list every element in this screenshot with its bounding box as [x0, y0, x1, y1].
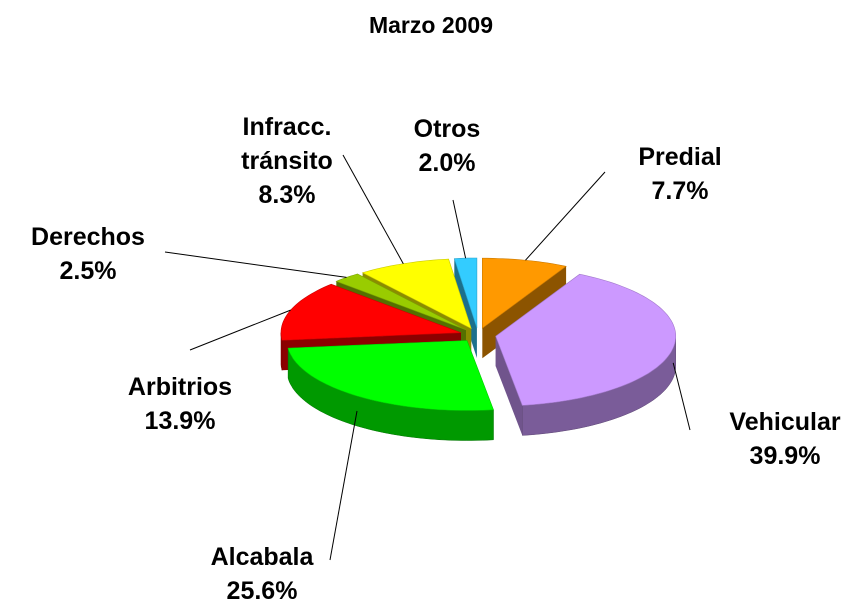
slice-name: Predial [638, 143, 722, 171]
slice-name: Arbitrios [127, 373, 233, 401]
chart-title: Marzo 2009 [368, 12, 493, 38]
slice-name: Derechos [31, 223, 145, 251]
slice-name: Otros [413, 115, 481, 143]
slice-top [482, 257, 567, 329]
leader-line [672, 362, 691, 431]
slice-value: 25.6% [226, 577, 298, 605]
leader-line [452, 199, 467, 259]
leader-line [189, 309, 291, 351]
slice-label: Derechos 2.5% [13, 220, 163, 288]
slice-value: 2.5% [59, 257, 117, 285]
slice-name: Infracc. tránsito [241, 113, 333, 175]
leader-line [329, 410, 358, 561]
slice [287, 340, 494, 441]
slice-top [287, 340, 494, 411]
slice-value: 39.9% [749, 442, 821, 470]
slice-value: 7.7% [651, 177, 709, 205]
slice-value: 8.3% [258, 181, 316, 209]
slice [495, 273, 676, 436]
slice-name: Vehicular [729, 408, 841, 436]
slice-wall [495, 336, 523, 436]
slice-value: 2.0% [418, 149, 476, 177]
leader-line [525, 171, 606, 261]
slice-top [495, 273, 676, 406]
slice-wall [454, 258, 477, 358]
slice-name: Alcabala [210, 543, 314, 571]
slice-value: 13.9% [144, 407, 216, 435]
slice-label: Arbitrios 13.9% [105, 370, 255, 438]
slice-label: Predial 7.7% [605, 140, 755, 208]
slice-label: Alcabala 25.6% [187, 540, 337, 608]
slice [453, 257, 478, 358]
slice-label: Otros 2.0% [372, 112, 522, 180]
leader-line [164, 251, 347, 278]
leader-line [342, 154, 404, 264]
slice-label: Vehicular 39.9% [710, 405, 860, 473]
slice-label: Infracc. tránsito 8.3% [212, 110, 362, 212]
